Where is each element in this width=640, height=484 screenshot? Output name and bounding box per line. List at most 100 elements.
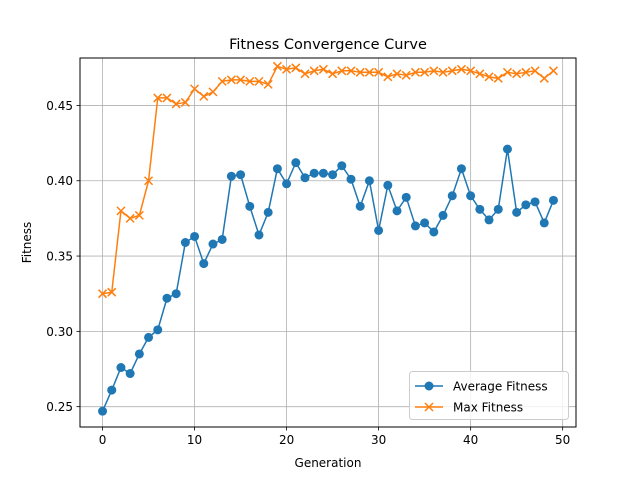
x-tick-label: 0 (99, 433, 107, 447)
x-tick-label: 40 (463, 433, 478, 447)
data-point-average (438, 210, 448, 220)
x-axis-label: Generation (295, 456, 362, 470)
data-point-max (502, 67, 512, 77)
data-point-max (355, 67, 365, 77)
data-point-average (171, 289, 181, 299)
data-point-average (254, 230, 264, 240)
data-point-max (107, 287, 117, 297)
data-point-max (144, 176, 154, 186)
data-point-max (300, 69, 310, 79)
data-point-max (392, 69, 402, 79)
data-point-average (309, 168, 319, 178)
data-point-max (539, 73, 549, 83)
data-point-average (245, 201, 255, 211)
y-tick-label: 0.40 (46, 174, 73, 188)
y-tick-label: 0.35 (46, 250, 73, 264)
data-point-max (236, 75, 246, 85)
x-tick-label: 50 (555, 433, 570, 447)
data-point-average (539, 218, 549, 228)
data-point-average (217, 234, 227, 244)
data-point-average (447, 191, 457, 201)
data-point-max (291, 63, 301, 73)
legend-marker-max (424, 402, 434, 412)
data-point-average (263, 207, 273, 217)
data-point-average (291, 158, 301, 168)
data-point-max (226, 75, 236, 85)
x-axis: 0 10 20 30 40 50 (99, 427, 570, 447)
data-point-average (521, 200, 531, 210)
data-point-max (420, 67, 430, 77)
data-point-average (475, 204, 485, 214)
data-point-average (272, 164, 282, 174)
data-point-max (493, 73, 503, 83)
data-point-max (346, 66, 356, 76)
data-point-average (199, 259, 209, 269)
grid (80, 58, 576, 427)
data-point-average (364, 176, 374, 186)
data-point-average (125, 369, 135, 379)
data-point-max (364, 67, 374, 77)
chart-title: Fitness Convergence Curve (229, 37, 427, 53)
data-point-max (475, 69, 485, 79)
data-point-max (548, 66, 558, 76)
data-point-average (282, 179, 292, 189)
data-point-average (236, 170, 246, 180)
data-point-max (401, 70, 411, 80)
data-point-max (254, 76, 264, 86)
plot-frame (79, 57, 577, 428)
data-point-average (190, 231, 200, 241)
data-point-average (493, 204, 503, 214)
data-point-average (144, 332, 154, 342)
data-point-max (171, 99, 181, 109)
data-point-max (337, 66, 347, 76)
data-point-max (512, 69, 522, 79)
data-point-max (374, 67, 384, 77)
data-point-max (438, 67, 448, 77)
data-point-average (456, 164, 466, 174)
data-point-max (190, 84, 200, 94)
data-point-average (226, 171, 236, 181)
data-point-max (429, 66, 439, 76)
data-point-average (134, 349, 144, 359)
data-point-max (456, 64, 466, 74)
data-point-average (328, 170, 338, 180)
data-point-average (346, 174, 356, 184)
data-point-average (502, 144, 512, 154)
data-point-max (116, 206, 126, 216)
data-point-average (98, 406, 108, 416)
data-point-max (199, 91, 209, 101)
data-point-average (162, 293, 172, 303)
data-point-max (162, 93, 172, 103)
data-point-average (153, 325, 163, 335)
data-point-average (530, 197, 540, 207)
data-point-average (116, 363, 126, 373)
data-point-max (521, 67, 531, 77)
data-point-average (337, 161, 347, 171)
data-point-max (530, 66, 540, 76)
data-point-average (383, 180, 393, 190)
legend-label-average: Average Fitness (453, 380, 548, 394)
data-point-max (282, 64, 292, 74)
y-axis-label: Fitness (20, 222, 34, 264)
legend-marker-average (424, 381, 434, 391)
data-point-max (309, 66, 319, 76)
legend-label-max: Max Fitness (453, 401, 523, 415)
data-point-average (401, 192, 411, 202)
data-point-max (134, 210, 144, 220)
data-point-average (208, 239, 218, 249)
data-point-average (420, 218, 430, 228)
data-point-max (153, 93, 163, 103)
data-point-max (180, 97, 190, 107)
data-point-average (300, 173, 310, 183)
data-point-average (355, 201, 365, 211)
y-tick-label: 0.25 (46, 400, 73, 414)
data-point-max (272, 61, 282, 71)
data-point-max (98, 289, 108, 299)
data-point-average (466, 191, 476, 201)
y-tick-label: 0.45 (46, 99, 73, 113)
data-point-average (107, 385, 117, 395)
data-point-average (392, 206, 402, 216)
data-point-max (410, 67, 420, 77)
data-point-average (548, 195, 558, 205)
